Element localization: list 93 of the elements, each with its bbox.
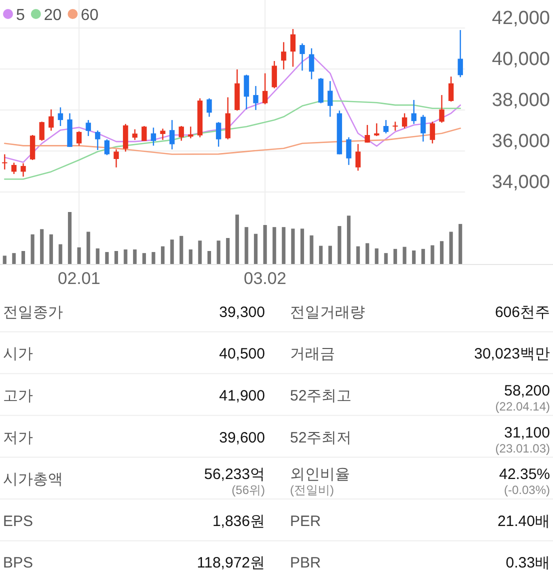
bar: [49, 234, 53, 264]
text: 시가총액: [3, 471, 63, 488]
text: (22.04.14): [495, 400, 550, 414]
y-tick-label: 40,000: [492, 49, 550, 70]
text: 42.35%: [499, 466, 550, 484]
text: 0.33배: [506, 554, 550, 572]
text: EPS: [3, 512, 34, 530]
text: (-0.03%): [504, 483, 550, 498]
text: 시가: [3, 346, 33, 363]
bar: [30, 234, 34, 264]
bar: [263, 225, 267, 264]
x-tick-label: 02.01: [58, 269, 100, 288]
bar: [152, 252, 156, 264]
bar: [338, 226, 342, 264]
text: 고가: [3, 388, 33, 404]
text: (56위): [232, 483, 265, 498]
text: BPS: [3, 554, 34, 572]
text: 외인비율: [290, 466, 350, 484]
bar: [105, 252, 109, 264]
bar: [366, 243, 370, 264]
bar: [328, 246, 332, 264]
bar: [170, 240, 174, 264]
bar: [402, 246, 406, 264]
bar: [449, 232, 453, 264]
text: 606천주: [494, 304, 550, 321]
bar: [12, 253, 16, 264]
text: 저가: [3, 429, 33, 446]
bar: [160, 246, 165, 264]
bar: [21, 251, 26, 264]
text: (23.01.03): [495, 441, 550, 456]
bar: [430, 245, 434, 264]
text: 전일종가: [3, 304, 63, 321]
y-tick-label: 42,000: [492, 8, 550, 29]
bar: [188, 249, 192, 264]
bar: [2, 256, 6, 264]
text: 31,100: [504, 424, 550, 442]
bar: [244, 227, 248, 264]
bar: [235, 214, 239, 264]
text: PBR: [290, 554, 322, 572]
bar: [374, 248, 378, 264]
bar: [114, 251, 118, 264]
bar: [272, 227, 276, 264]
text: PER: [290, 512, 322, 530]
y-tick-label: 38,000: [492, 90, 550, 111]
bar: [77, 247, 81, 264]
text: 전일거래량: [290, 304, 365, 321]
legend-label: 20: [44, 7, 62, 24]
bar: [291, 228, 295, 264]
bar: [384, 253, 388, 264]
bar: [393, 248, 398, 264]
bar: [282, 227, 286, 264]
bar: [300, 228, 304, 264]
text: 118,972원: [196, 554, 265, 572]
y-tick-label: 34,000: [492, 172, 550, 193]
bar: [310, 235, 314, 264]
text: 39,300: [219, 304, 265, 321]
text: 40,500: [219, 346, 265, 363]
text: 30,023백만: [474, 346, 550, 363]
bar: [180, 236, 184, 264]
text: 거래금: [290, 346, 335, 363]
text: 58,200: [504, 382, 550, 400]
bar: [440, 241, 444, 264]
text: 21.40배: [497, 512, 550, 530]
bar: [68, 212, 72, 264]
bar: [226, 238, 230, 264]
bar: [133, 249, 137, 264]
legend-label: 60: [80, 7, 99, 24]
bar: [96, 248, 100, 264]
y-tick-label: 36,000: [492, 131, 550, 152]
bar: [124, 249, 128, 264]
bar: [346, 216, 351, 264]
bar: [412, 250, 416, 264]
bar: [458, 224, 462, 264]
bar: [207, 251, 212, 264]
text: 52주최저: [290, 429, 352, 446]
legend-label: 5: [16, 7, 25, 24]
bar: [40, 229, 44, 264]
bar: [421, 248, 425, 264]
text: (전일비): [290, 483, 334, 498]
text: 1,836원: [212, 512, 265, 530]
bar: [356, 246, 360, 264]
text: 39,600: [219, 429, 265, 446]
bar: [142, 253, 146, 264]
bar: [58, 244, 62, 264]
bar: [198, 240, 202, 264]
text: 56,233억: [204, 466, 265, 484]
text: 41,900: [219, 388, 265, 404]
text: 52주최고: [290, 388, 352, 404]
bar: [254, 234, 258, 264]
bar: [86, 232, 90, 264]
bar: [319, 246, 323, 264]
bar: [216, 240, 220, 264]
x-tick-label: 03.02: [244, 269, 286, 288]
